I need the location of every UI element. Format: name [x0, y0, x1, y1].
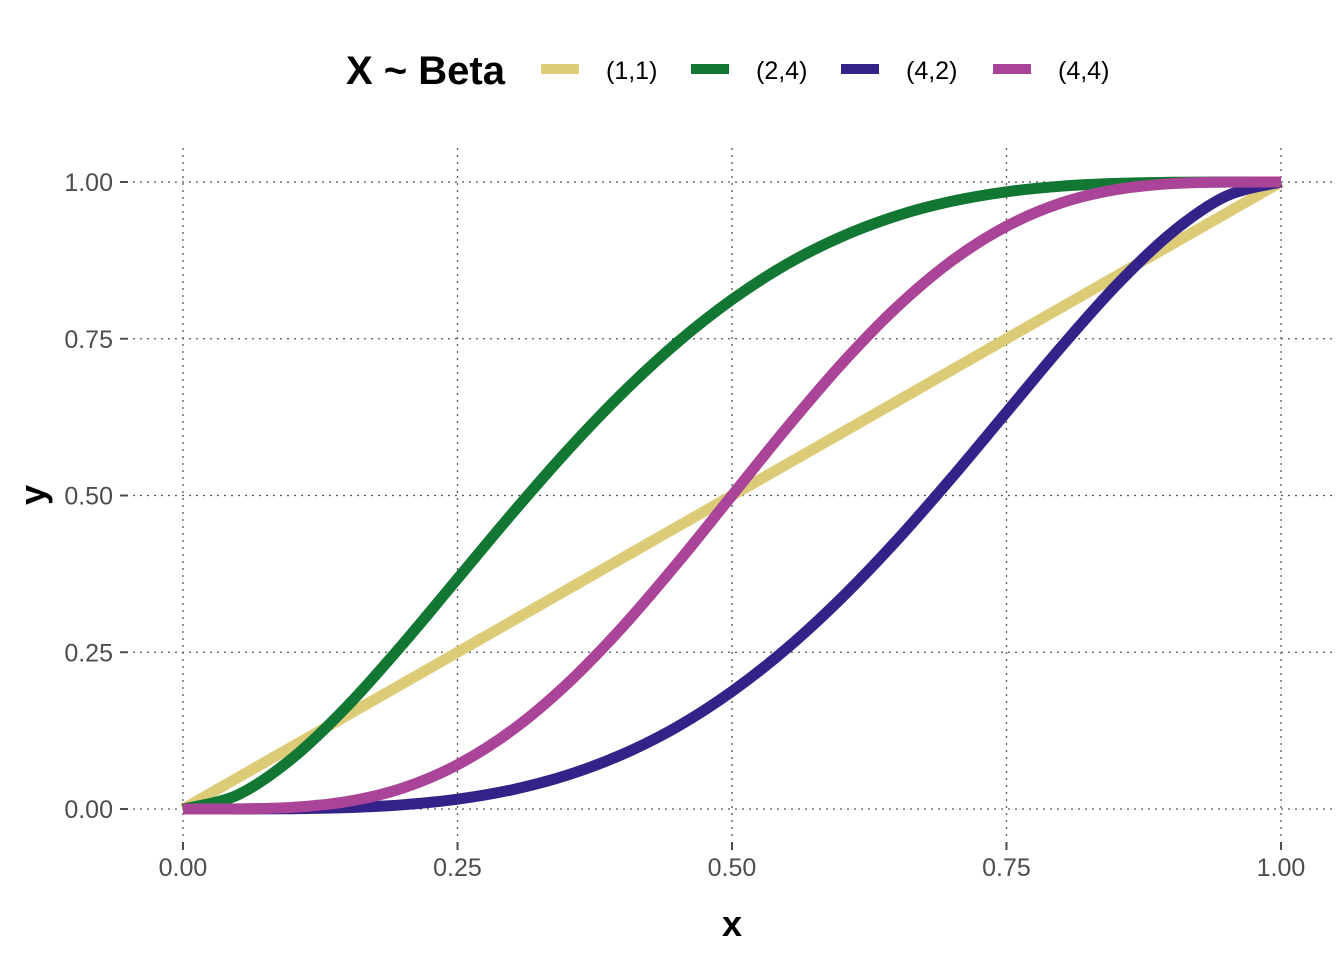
- series-line-4-2: [182, 176, 1283, 815]
- series-line-4-4: [182, 176, 1282, 815]
- legend-label-4-4: (4,4): [1058, 57, 1109, 85]
- y-tick-label: 0.50: [64, 483, 113, 511]
- legend-label-2-4: (2,4): [756, 57, 807, 85]
- x-tick-label: 0.00: [159, 854, 208, 882]
- y-tick-label: 1.00: [64, 169, 113, 197]
- legend-title: X ~ Beta: [346, 49, 506, 93]
- legend: X ~ Beta (1,1) (2,4) (4,2) (4,4): [346, 49, 1109, 93]
- x-axis-title: x: [722, 903, 742, 944]
- y-tick-label: 0.75: [64, 326, 113, 354]
- legend-key-1-1: [541, 64, 579, 74]
- series-line-2-4: [181, 176, 1282, 815]
- x-tick-label: 0.75: [982, 854, 1031, 882]
- legend-label-1-1: (1,1): [606, 57, 657, 85]
- y-axis-title: y: [12, 485, 53, 505]
- x-tick-label: 1.00: [1257, 854, 1306, 882]
- legend-key-4-4: [993, 64, 1031, 74]
- y-tick-label: 0.00: [64, 796, 113, 824]
- x-tick-label: 0.50: [708, 854, 757, 882]
- y-tick-label: 0.25: [64, 639, 113, 667]
- axis-ticks: 0.00 0.25 0.50 0.75 1.00 0.00 0.25 0.50 0.75 1.00: [64, 169, 1305, 882]
- series-group: [180, 176, 1284, 815]
- legend-key-4-2: [841, 64, 879, 74]
- legend-key-2-4: [691, 64, 729, 74]
- legend-label-4-2: (4,2): [906, 57, 957, 85]
- x-tick-label: 0.25: [433, 854, 482, 882]
